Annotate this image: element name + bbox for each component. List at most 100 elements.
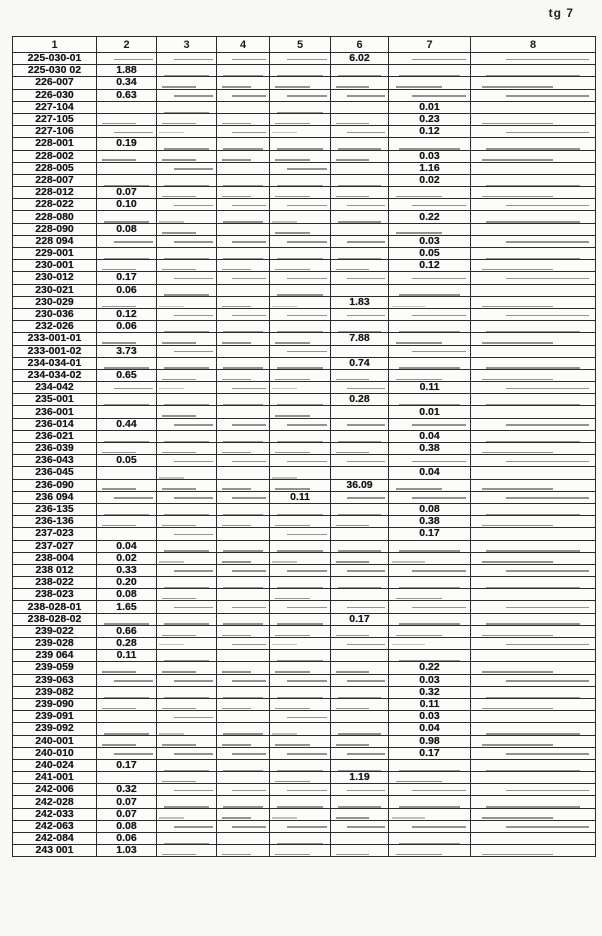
value-cell: 0.10 [96, 198, 157, 212]
value-cell [330, 490, 389, 504]
value-cell [330, 783, 389, 797]
value-cell [269, 661, 331, 675]
value-cell [470, 844, 596, 858]
value-cell [269, 636, 331, 651]
value-cell [330, 795, 389, 809]
value-cell [470, 125, 596, 139]
table-row: 230-012 0.17 [12, 271, 596, 285]
value-cell [156, 746, 217, 760]
value-cell [216, 441, 270, 456]
value-cell [216, 295, 270, 309]
value-cell [96, 259, 157, 273]
row-code: 228-012 [12, 186, 97, 200]
row-code: 230-021 [12, 283, 97, 297]
value-cell: 0.66 [96, 624, 157, 639]
value-cell [216, 588, 270, 602]
value-cell [330, 527, 389, 541]
value-cell [470, 758, 596, 773]
value-cell [96, 51, 157, 66]
table-body: 225-030-01 6.02 225-030 02 1.88 226-007 0.34 2… [12, 51, 596, 858]
value-cell [269, 649, 331, 663]
row-code: 240-024 [12, 758, 97, 773]
value-cell [156, 405, 217, 419]
value-cell [470, 210, 596, 224]
table-row: 226-007 0.34 [12, 76, 596, 90]
value-cell [96, 490, 157, 504]
value-cell [269, 697, 331, 712]
value-cell [156, 295, 217, 309]
value-cell [216, 417, 270, 431]
value-cell [216, 771, 270, 785]
value-cell [216, 515, 270, 529]
value-cell [330, 222, 389, 236]
table-row: 236-045 0.04 [12, 466, 596, 480]
column-header-6: 6 [330, 36, 389, 53]
value-cell [156, 381, 217, 395]
value-cell [216, 368, 270, 383]
value-cell [470, 405, 596, 419]
value-cell [470, 527, 596, 541]
value-cell [470, 344, 596, 358]
table-row: 243 001 1.03 [12, 844, 596, 858]
value-cell [216, 307, 270, 322]
value-cell [388, 636, 471, 651]
value-cell: 0.12 [388, 125, 471, 139]
value-cell [470, 831, 596, 846]
value-cell [96, 746, 157, 760]
value-cell: 0.01 [388, 100, 471, 114]
table-row: 225-030-01 6.02 [12, 51, 596, 66]
row-code: 230-012 [12, 271, 97, 285]
value-cell [216, 758, 270, 773]
value-cell [96, 246, 157, 261]
value-cell [388, 795, 471, 809]
value-cell [216, 429, 270, 444]
value-cell [269, 161, 331, 175]
row-code: 230-001 [12, 259, 97, 273]
value-cell [96, 381, 157, 395]
value-cell [330, 234, 389, 249]
value-cell [330, 807, 389, 821]
value-cell [269, 734, 331, 748]
value-cell [156, 795, 217, 809]
value-cell: 0.34 [96, 76, 157, 90]
value-cell [156, 551, 217, 565]
row-code: 225-030-01 [12, 51, 97, 66]
value-cell [269, 393, 331, 407]
value-cell: 1.88 [96, 64, 157, 78]
value-cell [330, 831, 389, 846]
value-cell [330, 673, 389, 687]
value-cell [216, 320, 270, 334]
value-cell [216, 393, 270, 407]
value-cell [216, 795, 270, 809]
table-row: 228-012 0.07 [12, 186, 596, 200]
value-cell [156, 844, 217, 858]
value-cell [330, 112, 389, 127]
value-cell [269, 563, 331, 578]
value-cell [470, 112, 596, 127]
table-row: 240-024 0.17 [12, 758, 596, 773]
value-cell [470, 551, 596, 565]
value-cell [269, 454, 331, 468]
table-row: 233-001-01 7.88 [12, 332, 596, 346]
value-cell [388, 831, 471, 846]
table-row: 236-021 0.04 [12, 429, 596, 444]
row-code: 242-063 [12, 819, 97, 834]
column-header-8: 8 [470, 36, 596, 53]
value-cell [330, 100, 389, 114]
value-cell [388, 551, 471, 565]
value-cell [156, 368, 217, 383]
table-row: 236-043 0.05 [12, 454, 596, 468]
value-cell [96, 173, 157, 188]
value-cell [269, 271, 331, 285]
value-cell [156, 393, 217, 407]
value-cell [388, 88, 471, 102]
value-cell [269, 307, 331, 322]
value-cell [96, 393, 157, 407]
value-cell: 0.63 [96, 88, 157, 102]
value-cell [96, 295, 157, 309]
row-code: 239-022 [12, 624, 97, 639]
value-cell [269, 88, 331, 102]
value-cell: 0.07 [96, 807, 157, 821]
value-cell [156, 186, 217, 200]
